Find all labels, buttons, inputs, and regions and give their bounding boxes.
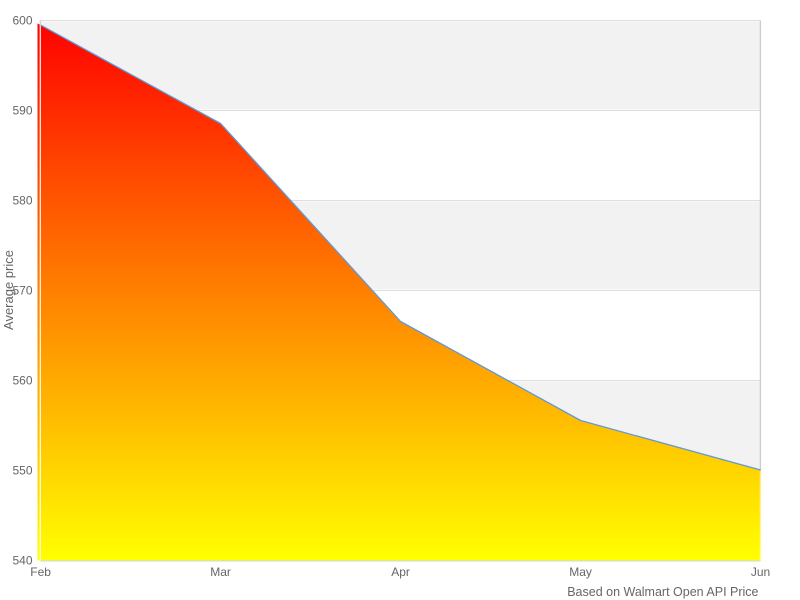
svg-text:Apr: Apr: [391, 565, 410, 579]
svg-text:560: 560: [12, 374, 32, 388]
svg-text:May: May: [569, 565, 592, 579]
svg-text:Average price: Average price: [1, 250, 16, 330]
svg-text:Feb: Feb: [30, 565, 51, 579]
svg-text:600: 600: [12, 14, 32, 28]
svg-text:540: 540: [12, 554, 32, 568]
svg-text:580: 580: [12, 194, 32, 208]
svg-text:Jun: Jun: [751, 565, 770, 579]
svg-text:Mar: Mar: [210, 565, 231, 579]
svg-text:590: 590: [12, 104, 32, 118]
svg-text:570: 570: [12, 284, 32, 298]
svg-text:Based on Walmart Open API Pric: Based on Walmart Open API Price: [567, 585, 758, 599]
svg-text:550: 550: [12, 464, 32, 478]
